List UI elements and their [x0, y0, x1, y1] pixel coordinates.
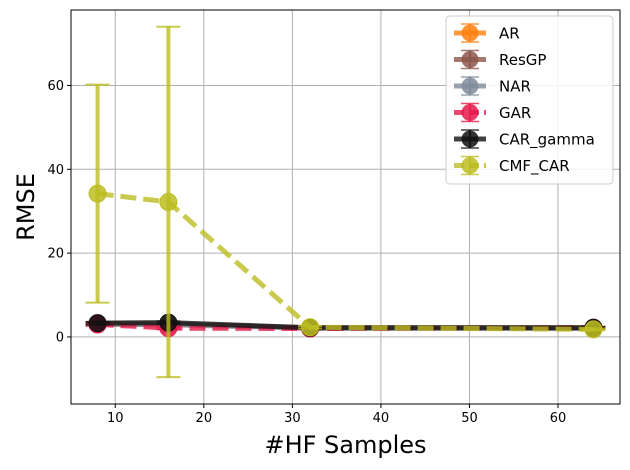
y-tick-label: 40 [47, 163, 64, 178]
legend-item: NAR [454, 76, 531, 96]
series-layer [85, 25, 606, 379]
x-axis-label: #HF Samples [264, 431, 426, 459]
data-point [88, 314, 107, 333]
x-tick-label: 60 [550, 411, 567, 426]
series-cmf-car [85, 25, 606, 379]
legend-label: CAR_gamma [499, 131, 595, 150]
legend-label: ResGP [499, 51, 546, 69]
x-tick-label: 20 [196, 411, 213, 426]
x-tick-label: 30 [284, 411, 301, 426]
x-tick-label: 10 [107, 411, 124, 426]
legend-label: AR [499, 25, 520, 43]
legend-swatch-marker [461, 104, 479, 121]
x-tick-label: 40 [373, 411, 390, 426]
legend-label: NAR [499, 78, 531, 96]
data-point [159, 192, 178, 211]
data-point [584, 320, 603, 339]
legend-swatch-marker [461, 24, 479, 42]
legend-swatch-marker [461, 51, 479, 68]
legend-item: AR [454, 23, 520, 43]
legend-label: GAR [499, 104, 531, 122]
legend-label: CMF_CAR [499, 157, 570, 176]
legend: AR ResGP NAR GAR CAR_gamma CMF_CAR [445, 15, 614, 185]
legend-item: CAR_gamma [454, 129, 595, 150]
legend-swatch-marker [461, 130, 479, 148]
y-tick-label: 0 [56, 330, 64, 345]
y-tick-label: 20 [47, 247, 64, 262]
legend-item: ResGP [454, 49, 546, 70]
y-axis-label: RMSE [12, 173, 40, 241]
legend-item: GAR [454, 102, 531, 123]
legend-item: CMF_CAR [454, 155, 570, 176]
series-line [97, 191, 594, 332]
axis-ticks: 10 20 30 40 50 60 0 20 40 60 [47, 79, 566, 426]
data-point [88, 184, 107, 203]
x-tick-label: 50 [461, 411, 478, 426]
legend-box [445, 15, 614, 185]
plot-frame [70, 9, 621, 405]
legend-swatch-marker [461, 157, 479, 174]
legend-swatch-marker [461, 77, 479, 95]
data-point [301, 318, 320, 337]
y-tick-label: 60 [47, 79, 64, 94]
